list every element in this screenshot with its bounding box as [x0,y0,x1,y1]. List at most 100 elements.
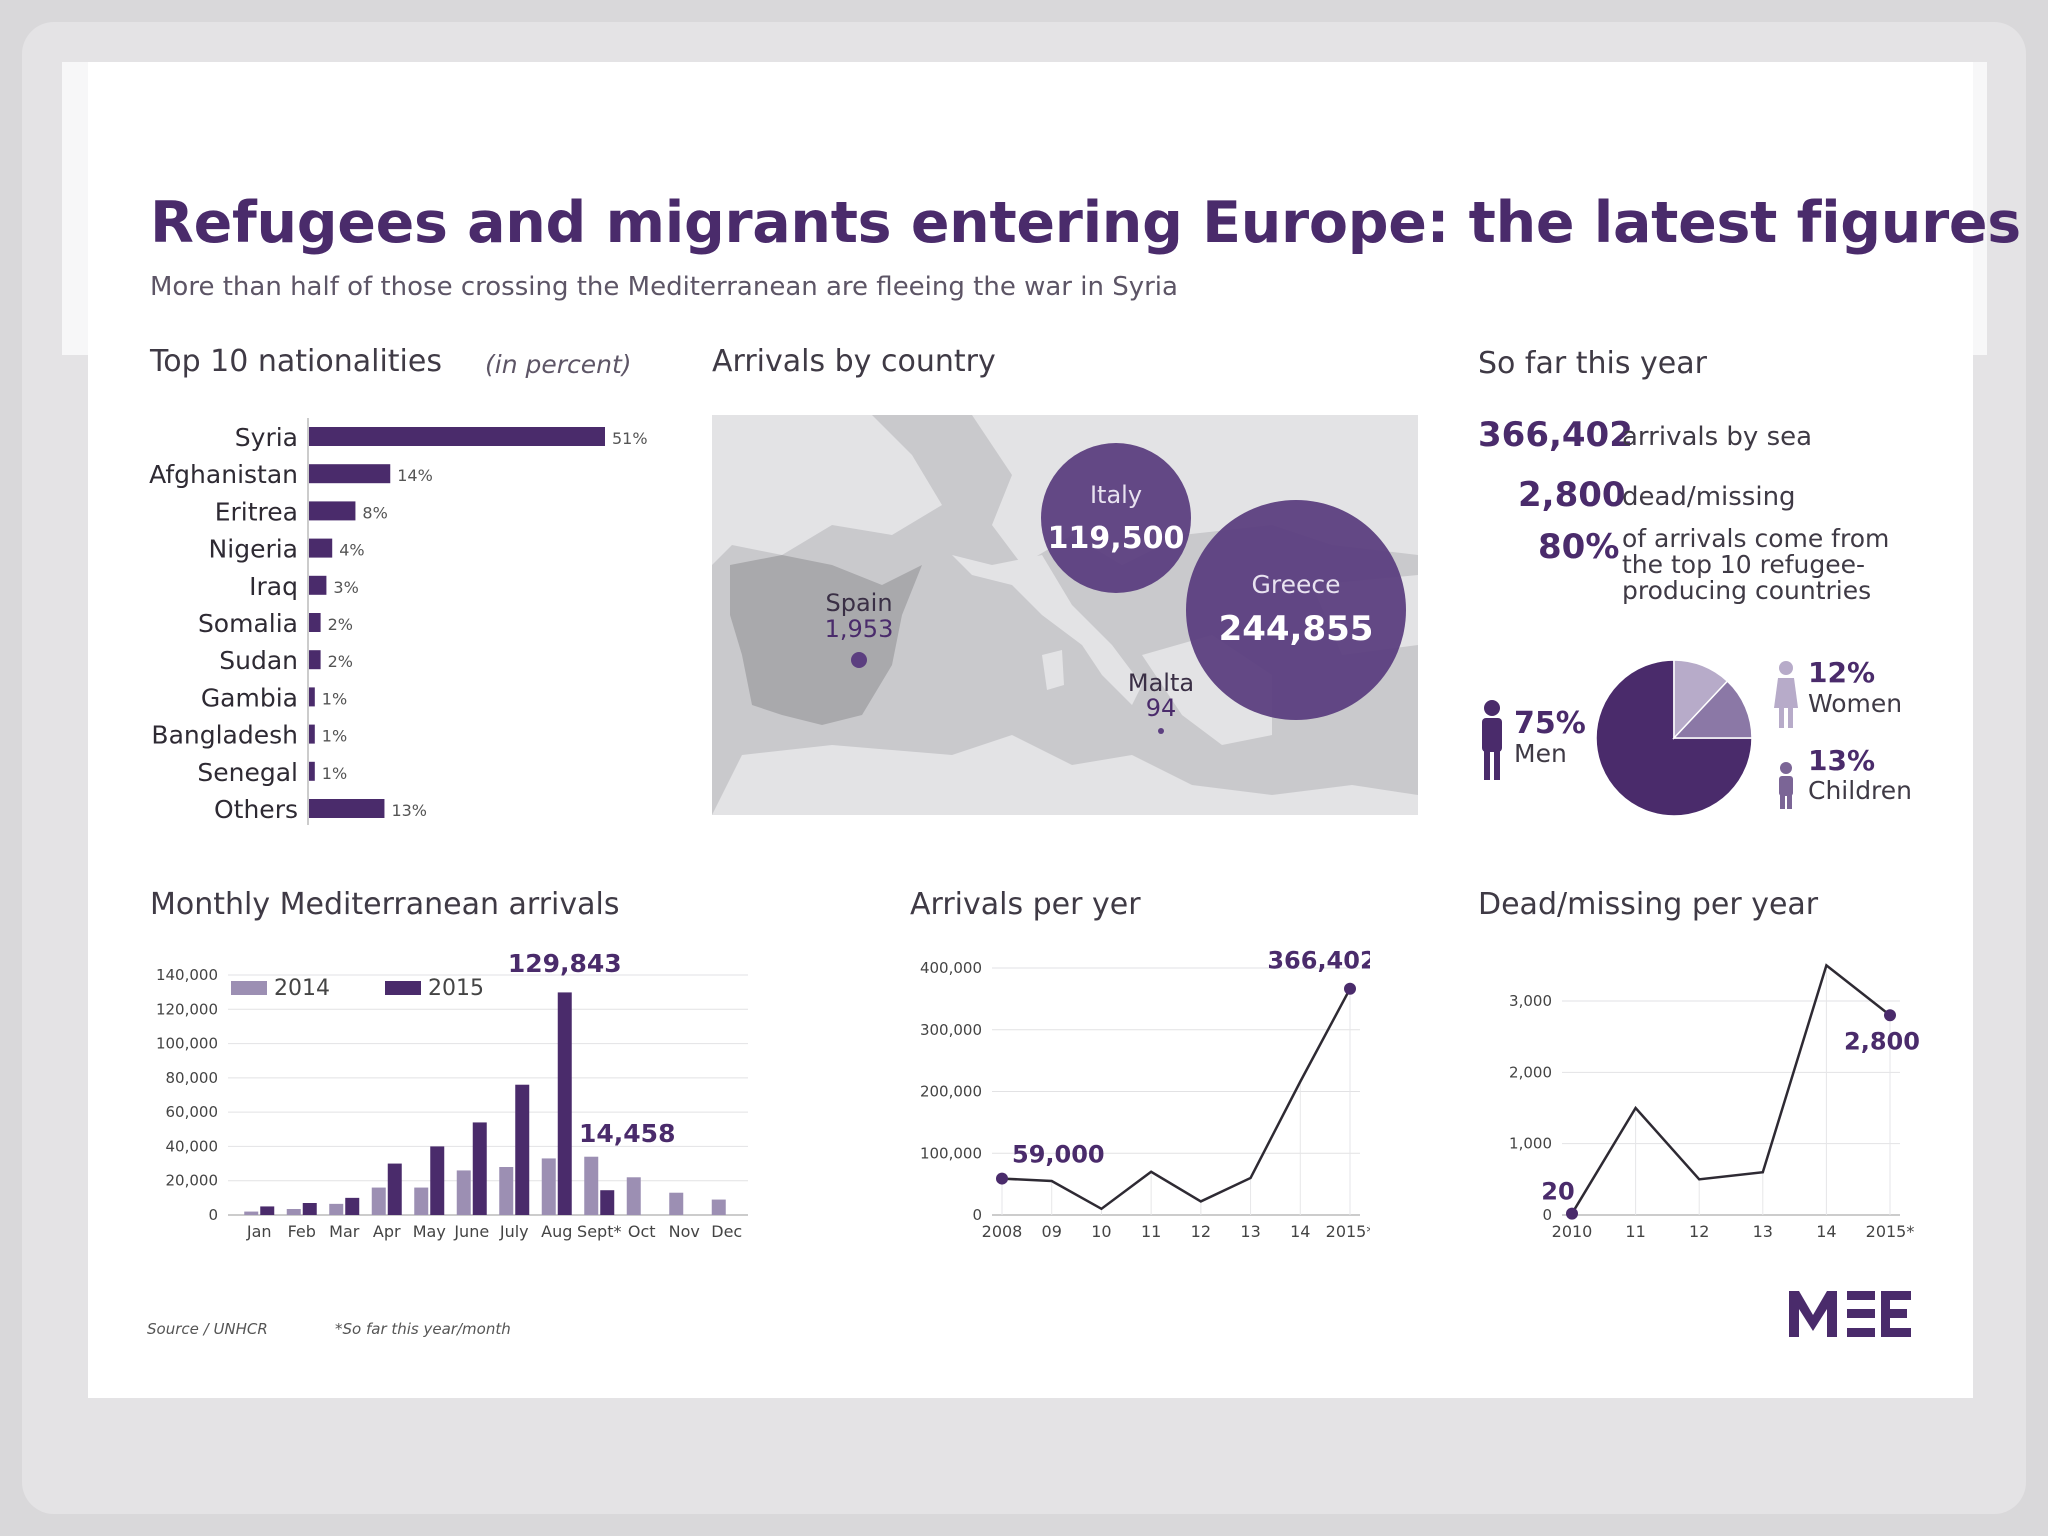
nat-label-3: Nigeria [209,535,298,564]
nat-label-1: Afghanistan [149,460,298,489]
land-sardinia [1042,650,1064,690]
monthly-ytick-4: 80,000 [166,1069,219,1087]
monthly-bar-2015-8 [600,1190,615,1215]
monthly-bar-2014-1 [286,1209,301,1215]
nationalities-title: Top 10 nationalities [150,344,442,379]
deadyear-xtick-3: 13 [1753,1222,1773,1241]
monthly-annotation-aug: 129,843 [508,949,622,978]
pie-slice-men [1595,659,1753,817]
gender-pie-panel: 75% Men 12% Women 13% Children [1482,656,1912,817]
monthly-bar-2015-6 [515,1084,530,1215]
deadyear-xtick-5: 2015* [1866,1222,1915,1241]
nat-label-8: Bangladesh [151,721,298,750]
land-italy [952,555,1142,705]
men-label: Men [1514,739,1567,768]
nat-bar-3 [309,538,333,558]
map-title: Arrivals by country [712,344,996,379]
monthly-bar-2015-4 [430,1146,445,1215]
bubble-italy [1041,443,1191,593]
women-label: Women [1808,689,1902,718]
land-iberia [730,555,922,725]
nat-value-8: 1% [322,727,347,746]
nat-value-4: 3% [333,578,358,597]
nat-value-1: 14% [397,466,433,485]
deadyear-point-0 [1566,1207,1578,1220]
monthly-bar-2015-7 [557,992,572,1215]
woman-icon [1774,661,1798,728]
nat-label-7: Gambia [201,683,298,712]
monthly-chart: 0 20,000 40,000 60,000 80,000 100,000 120,000 1… [156,949,748,1241]
deadyear-line [1570,963,1891,1215]
land-north [712,415,942,565]
peryear-annotation-1: 366,402 [1267,947,1370,975]
footer-source: Source / UNHCR [147,1320,268,1338]
monthly-bar-2014-10 [669,1192,684,1215]
monthly-bar-2014-7 [541,1158,556,1215]
peryear-xtick-4: 12 [1191,1222,1211,1241]
nat-value-9: 1% [322,764,347,783]
monthly-ytick-2: 40,000 [166,1137,219,1155]
monthly-xtick-11: Dec [711,1222,742,1241]
monthly-xtick-0: Jan [246,1222,272,1241]
monthly-bar-2014-11 [711,1199,726,1215]
deadyear-ytick-2: 2,000 [1509,1063,1552,1081]
monthly-bar-2015-3 [387,1163,402,1215]
nat-bar-1 [309,464,391,484]
stat-dead-value: 2,800 [1518,475,1626,515]
monthly-bar-2014-3 [371,1187,386,1215]
monthly-xtick-4: May [413,1222,446,1241]
deadyear-ytick-0: 0 [1542,1206,1552,1224]
child-icon [1779,762,1793,809]
nationalities-note: (in percent) [485,350,632,379]
nat-value-5: 2% [328,615,353,634]
peryear-xtick-7: 2015* [1326,1222,1370,1241]
peryear-xtick-6: 14 [1290,1222,1310,1241]
nat-label-9: Senegal [197,758,298,787]
monthly-xtick-7: Aug [541,1222,572,1241]
greece-label: Greece [1252,570,1341,599]
nationalities-chart: Syria 51% Afghanistan 14% Eritrea 8% Nigeria 4%… [149,418,648,825]
man-icon [1482,700,1502,780]
nat-bar-2 [309,501,356,521]
monthly-bar-2014-5 [456,1170,471,1215]
monthly-xtick-8: Sept* [577,1222,621,1241]
stat-top10-line3: producing countries [1622,576,1872,605]
deadyear-annotation-1: 2,800 [1844,1027,1920,1055]
monthly-ytick-3: 60,000 [166,1103,219,1121]
peryear-xtick-5: 13 [1240,1222,1260,1241]
monthly-bar-2015-1 [302,1203,317,1215]
pie-slice-children [1672,680,1753,739]
monthly-xtick-5: June [453,1222,489,1241]
deadyear-xtick-2: 12 [1689,1222,1709,1241]
per-year-title: Arrivals per yer [910,887,1141,922]
nat-bar-5 [309,613,321,632]
dot-malta [1158,728,1164,734]
children-label: Children [1808,776,1912,805]
mee-logo [1789,1291,1911,1337]
stat-top10-value: 80% [1538,527,1620,567]
per-year-chart: 0 100,000 200,000 300,000 400,000 2008 09 10 11 1… [920,947,1370,1241]
stat-arrivals-value: 366,402 [1478,415,1633,455]
stat-top10-line2: the top 10 refugee- [1622,550,1866,579]
monthly-xtick-6: July [499,1222,529,1241]
nat-label-2: Eritrea [215,497,298,526]
peryear-ytick-1: 100,000 [920,1144,982,1162]
greece-value: 244,855 [1219,609,1374,649]
monthly-bar-2015-5 [472,1122,487,1215]
women-pct: 12% [1808,656,1875,689]
stat-top10-line1: of arrivals come from [1622,524,1890,553]
deadyear-xtick-4: 14 [1816,1222,1836,1241]
monthly-bar-2014-2 [329,1203,344,1215]
legend-2015-swatch [385,981,421,995]
europe-map: Italy 119,500 Greece 244,855 Spain 1,953… [712,415,1418,815]
dead-year-chart: 0 1,000 2,000 3,000 2010 11 12 13 14 2015* 20 2,800 [1509,963,1920,1241]
italy-label: Italy [1090,481,1142,509]
stat-top10-label: of arrivals come from the top 10 refugee… [1622,526,1889,604]
peryear-ytick-2: 200,000 [920,1083,982,1101]
monthly-xtick-2: Mar [329,1222,360,1241]
monthly-bar-2014-9 [626,1177,641,1215]
italy-value: 119,500 [1048,521,1185,556]
nat-bar-6 [309,650,321,670]
nat-value-3: 4% [339,541,364,560]
nat-value-6: 2% [328,652,353,671]
